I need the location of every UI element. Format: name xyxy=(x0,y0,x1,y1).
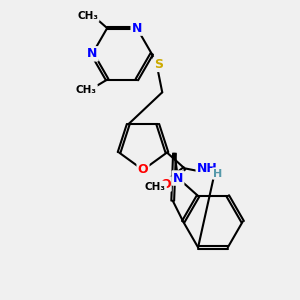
Text: CH₃: CH₃ xyxy=(77,11,98,21)
Text: O: O xyxy=(138,164,148,176)
Text: CH₃: CH₃ xyxy=(145,182,166,192)
Text: N: N xyxy=(87,47,98,60)
Text: CH₃: CH₃ xyxy=(76,85,97,95)
Text: NH: NH xyxy=(197,163,218,176)
Text: O: O xyxy=(160,178,170,190)
Text: N: N xyxy=(132,22,142,34)
Text: S: S xyxy=(154,58,163,71)
Text: H: H xyxy=(213,169,222,178)
Text: N: N xyxy=(173,172,183,184)
